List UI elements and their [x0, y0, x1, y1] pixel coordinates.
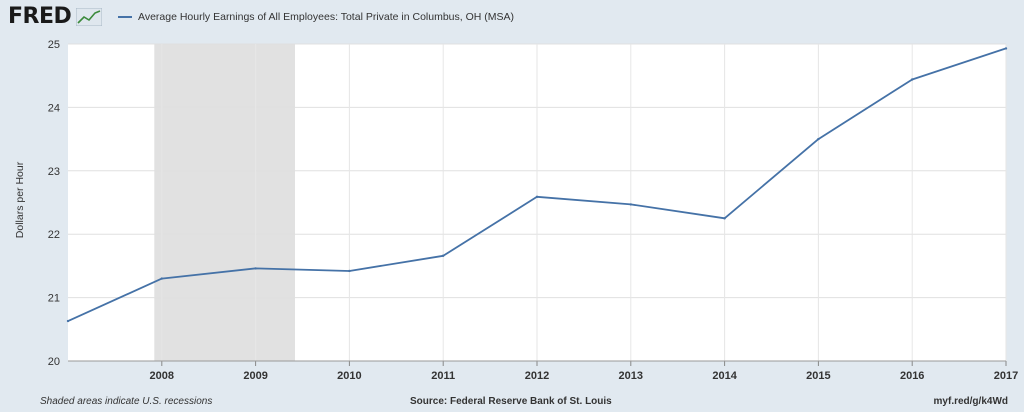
data-point-2015 [817, 137, 820, 141]
x-tick-label-2009: 2009 [243, 370, 267, 382]
short-link[interactable]: myf.red/g/k4Wd [933, 396, 1008, 407]
data-point-2013 [629, 203, 632, 206]
legend: Average Hourly Earnings of All Employees… [118, 11, 514, 23]
x-tick-label-2017: 2017 [994, 370, 1018, 382]
data-point-2011 [442, 254, 445, 257]
y-tick-label-23: 23 [48, 166, 60, 178]
y-tick-label-25: 25 [48, 39, 60, 51]
x-tick-label-2016: 2016 [900, 370, 924, 382]
x-tick-label-2015: 2015 [806, 370, 830, 382]
data-point-2012 [535, 195, 539, 198]
x-tick-label-2011: 2011 [431, 370, 455, 382]
data-point-2007 [66, 319, 70, 323]
data-point-2014 [723, 217, 726, 220]
recession-band-0 [154, 44, 295, 361]
x-tick-label-2014: 2014 [712, 370, 737, 382]
fred-logo[interactable]: FRED [8, 4, 72, 29]
recession-note: Shaded areas indicate U.S. recessions [40, 396, 213, 407]
y-tick-label-21: 21 [48, 293, 60, 305]
chart-header: FRED Average Hourly Earnings of All Empl… [0, 0, 1024, 36]
x-tick-label-2013: 2013 [619, 370, 643, 382]
data-point-2010 [348, 269, 351, 273]
data-point-2008 [160, 277, 163, 280]
data-point-2017 [1004, 47, 1008, 50]
legend-label[interactable]: Average Hourly Earnings of All Employees… [138, 11, 515, 23]
fred-chart-icon [76, 8, 102, 26]
y-tick-label-24: 24 [48, 102, 60, 114]
x-tick-label-2010: 2010 [337, 370, 361, 382]
y-tick-label-20: 20 [48, 356, 60, 368]
x-tick-label-2012: 2012 [525, 370, 549, 382]
x-tick-label-2008: 2008 [150, 370, 174, 382]
y-tick-label-22: 22 [48, 229, 60, 241]
data-point-2009 [254, 267, 257, 270]
source-note: Source: Federal Reserve Bank of St. Loui… [410, 396, 612, 407]
data-point-2016 [911, 78, 914, 81]
legend-swatch [118, 16, 132, 18]
